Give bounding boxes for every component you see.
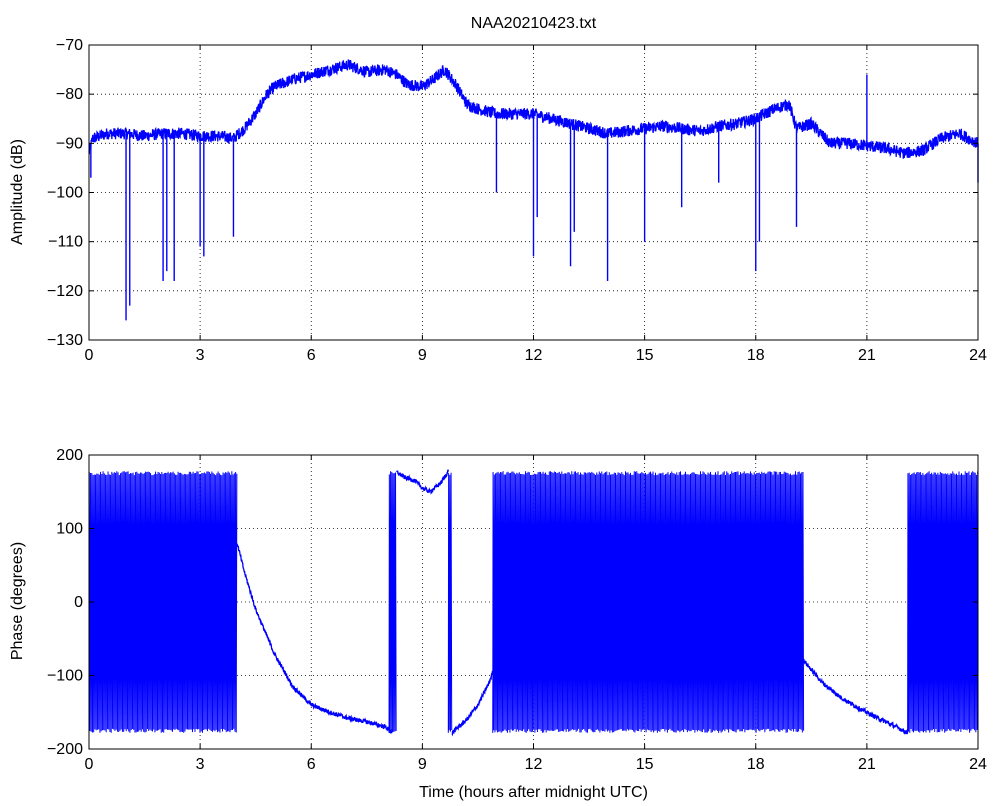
phase-x-tick-label: 3	[196, 756, 205, 773]
amplitude-x-tick-label: 24	[969, 347, 987, 364]
phase-lines	[88, 469, 979, 737]
phase-series-1	[395, 469, 449, 495]
amplitude-y-tick-label: −110	[48, 234, 83, 251]
phase-x-tick-label: 0	[85, 756, 94, 773]
amplitude-x-tick-label: 15	[636, 347, 654, 364]
amplitude-y-tick-label: −120	[47, 283, 83, 300]
amplitude-x-tick-label: 9	[418, 347, 427, 364]
phase-y-tick-label: 200	[56, 447, 83, 464]
amplitude-axes: 0 3 6 9 12 15 18 21 24−130−120−110−100−90−80−70 …	[9, 15, 987, 364]
phase-series-0	[236, 543, 394, 735]
amplitude-x-tick-label: 18	[747, 347, 765, 364]
phase-x-tick-label: 6	[307, 756, 316, 773]
phase-y-tick-label: −200	[47, 741, 83, 758]
amplitude-y-tick-label: −90	[56, 135, 83, 152]
phase-wrapped-band-4	[907, 471, 979, 733]
phase-axes: 0 3 6 9 12 15 18 21 24 −200 −100 0 100 200 Phase (deg…	[9, 447, 987, 801]
amplitude-y-tick-label: −70	[56, 37, 83, 54]
phase-wrapped-band-1	[388, 471, 397, 733]
phase-x-tick-label: 9	[418, 756, 427, 773]
chart-title: NAA20210423.txt	[471, 15, 597, 32]
phase-wrapped-band-3	[492, 471, 805, 733]
x-axis-label: Time (hours after midnight UTC)	[419, 784, 648, 801]
phase-y-tick-label: −100	[47, 668, 83, 685]
phase-wrapped-band-2	[447, 472, 453, 733]
amplitude-x-tick-label: 6	[307, 347, 316, 364]
phase-y-tick-label: 0	[74, 594, 83, 611]
amplitude-y-tick-label: −100	[47, 185, 83, 202]
phase-ticks: 0 3 6 9 12 15 18 21 24 −200 −100 0 100 200	[47, 447, 987, 773]
phase-series-2	[451, 660, 498, 737]
phase-x-tick-label: 24	[969, 756, 987, 773]
amplitude-x-tick-label: 0	[85, 347, 94, 364]
phase-y-tick-label: 100	[56, 521, 83, 538]
amplitude-x-tick-label: 21	[858, 347, 876, 364]
phase-x-tick-label: 15	[636, 756, 654, 773]
phase-y-axis-label: Phase (degrees)	[9, 542, 26, 660]
phase-wrapped-band-0	[88, 471, 238, 733]
amplitude-lines	[88, 59, 979, 321]
amplitude-y-axis-label: Amplitude (dB)	[9, 139, 26, 245]
amplitude-y-tick-label: −80	[56, 86, 83, 103]
phase-series-3	[803, 658, 909, 735]
phase-x-tick-label: 18	[747, 756, 765, 773]
phase-x-tick-label: 12	[525, 756, 543, 773]
amplitude-x-tick-label: 12	[525, 347, 543, 364]
phase-x-tick-label: 21	[858, 756, 876, 773]
amplitude-y-tick-label: −130	[47, 332, 83, 349]
amplitude-ticks: 0 3 6 9 12 15 18 21 24 −130 −120 −110 −100 −90 −80 −70	[47, 37, 987, 364]
amplitude-x-tick-label: 3	[196, 347, 205, 364]
